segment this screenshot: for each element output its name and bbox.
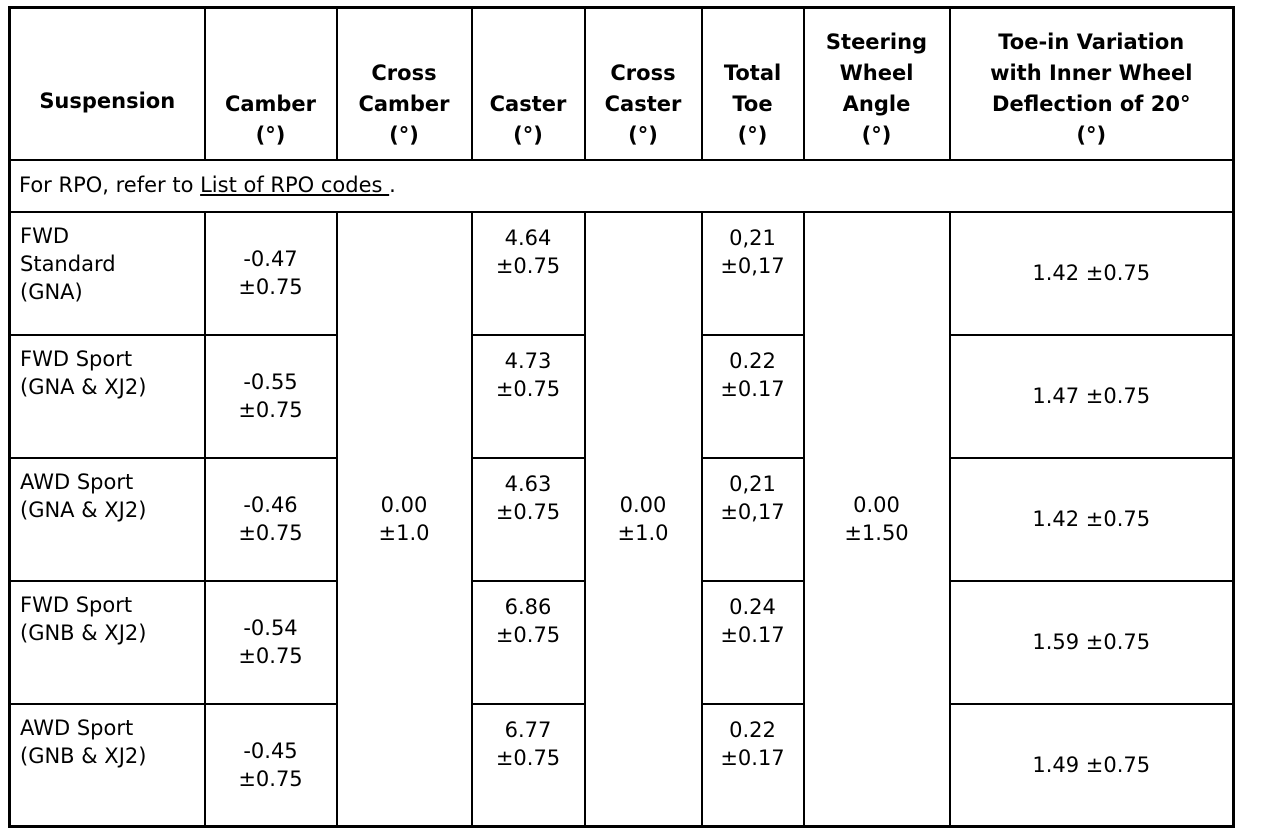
cell-toe-in-variation: 1.59 ±0.75 <box>948 579 1235 705</box>
cell-total-toe: 0.22 ±0.17 <box>700 702 805 828</box>
rpo-note-row: For RPO, refer to List of RPO codes . <box>8 158 1235 213</box>
cell-total-toe: 0,21 ±0,17 <box>700 456 805 582</box>
table-row: FWD Sport (GNB & XJ2) -0.54 ±0.75 6.86 ±… <box>8 579 1235 705</box>
alignment-spec-table: Suspension Camber (°) Cross Camber (°) C… <box>8 6 1235 828</box>
table-row: FWD Standard (GNA) -0.47 ±0.75 0.00 ±1.0… <box>8 210 1235 828</box>
cell-toe-in-variation: 1.49 ±0.75 <box>948 702 1235 828</box>
cell-suspension: FWD Sport (GNA & XJ2) <box>8 333 206 459</box>
cell-camber: -0.45 ±0.75 <box>203 702 338 828</box>
cell-suspension: FWD Sport (GNB & XJ2) <box>8 579 206 705</box>
cell-total-toe: 0,21 ±0,17 <box>700 210 805 336</box>
col-header-camber: Camber (°) <box>203 6 338 161</box>
table-row: FWD Sport (GNA & XJ2) -0.55 ±0.75 4.73 ±… <box>8 333 1235 459</box>
cell-suspension: AWD Sport (GNB & XJ2) <box>8 702 206 828</box>
cell-caster: 4.63 ±0.75 <box>470 456 586 582</box>
rpo-note-suffix: . <box>389 172 396 197</box>
cell-caster: 6.77 ±0.75 <box>470 702 586 828</box>
cell-steering-wheel-angle-shared: 0.00 ±1.50 <box>802 210 951 828</box>
cell-toe-in-variation: 1.42 ±0.75 <box>948 210 1235 336</box>
cell-caster: 4.64 ±0.75 <box>470 210 586 336</box>
cell-camber: -0.46 ±0.75 <box>203 456 338 582</box>
rpo-note-cell: For RPO, refer to List of RPO codes . <box>8 158 1235 213</box>
cell-suspension: AWD Sport (GNA & XJ2) <box>8 456 206 582</box>
col-header-total-toe: Total Toe (°) <box>700 6 805 161</box>
cell-cross-caster-shared: 0.00 ±1.0 <box>583 210 703 828</box>
cell-camber: -0.47 ±0.75 <box>203 210 338 336</box>
header-row: Suspension Camber (°) Cross Camber (°) C… <box>8 6 1235 161</box>
cell-total-toe: 0.22 ±0.17 <box>700 333 805 459</box>
col-header-toe-in-variation: Toe-in Variation with Inner Wheel Deflec… <box>948 6 1235 161</box>
cell-toe-in-variation: 1.42 ±0.75 <box>948 456 1235 582</box>
rpo-codes-link[interactable]: List of RPO codes <box>200 172 390 197</box>
table-row: AWD Sport (GNB & XJ2) -0.45 ±0.75 6.77 ±… <box>8 702 1235 828</box>
cell-suspension: FWD Standard (GNA) <box>8 210 206 336</box>
cell-caster: 4.73 ±0.75 <box>470 333 586 459</box>
table-row: AWD Sport (GNA & XJ2) -0.46 ±0.75 4.63 ±… <box>8 456 1235 582</box>
cell-camber: -0.55 ±0.75 <box>203 333 338 459</box>
col-header-cross-caster: Cross Caster (°) <box>583 6 703 161</box>
col-header-caster: Caster (°) <box>470 6 586 161</box>
col-header-cross-camber: Cross Camber (°) <box>335 6 473 161</box>
col-header-steering-wheel-angle: Steering Wheel Angle (°) <box>802 6 951 161</box>
col-header-suspension: Suspension <box>8 6 206 161</box>
cell-caster: 6.86 ±0.75 <box>470 579 586 705</box>
cell-total-toe: 0.24 ±0.17 <box>700 579 805 705</box>
cell-toe-in-variation: 1.47 ±0.75 <box>948 333 1235 459</box>
rpo-note-prefix: For RPO, refer to <box>19 172 201 197</box>
cell-camber: -0.54 ±0.75 <box>203 579 338 705</box>
cell-cross-camber-shared: 0.00 ±1.0 <box>335 210 473 828</box>
